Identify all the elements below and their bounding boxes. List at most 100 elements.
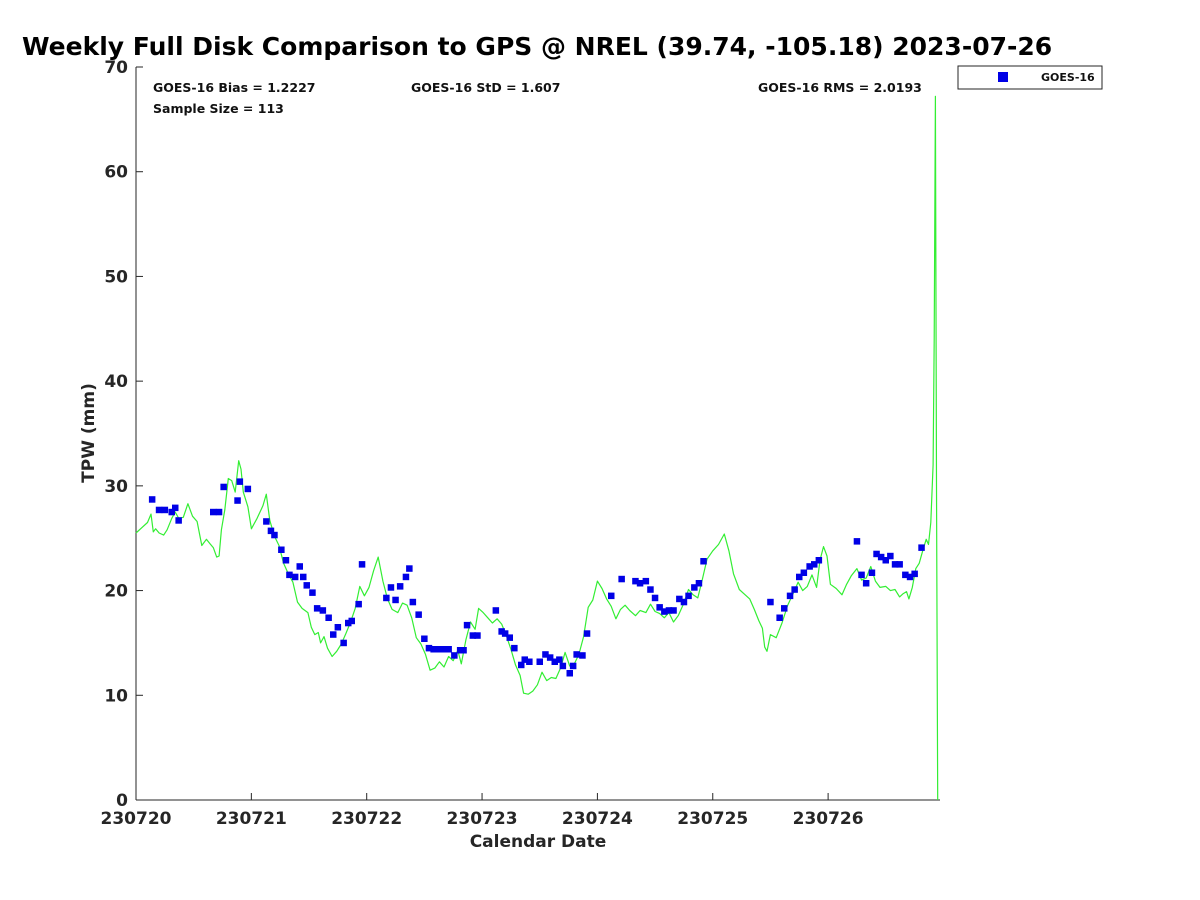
y-tick-label-7: 70	[104, 58, 128, 78]
goes16-point-21	[303, 582, 310, 589]
goes16-point-3	[168, 508, 175, 516]
gps-line-series	[135, 95, 939, 801]
goes16-point-65	[556, 656, 563, 663]
goes16-point-53	[492, 607, 500, 614]
x-tick-label-3: 230723	[447, 809, 518, 829]
goes16-point-9	[234, 497, 241, 504]
goes16-point-12	[263, 518, 270, 525]
y-tick-label-4: 40	[104, 372, 128, 392]
goes16-point-55	[501, 630, 509, 637]
goes16-point-5	[175, 517, 182, 524]
goes16-point-101	[862, 580, 870, 587]
goes16-point-79	[656, 604, 663, 611]
goes16-point-88	[700, 558, 707, 565]
goes16-point-18	[291, 573, 299, 581]
y-tick-label-1: 10	[104, 686, 128, 706]
goes16-point-28	[340, 639, 347, 647]
goes16-point-37	[402, 573, 410, 581]
goes16-point-89	[767, 598, 774, 606]
goes16-point-56	[506, 634, 513, 641]
goes16-point-35	[392, 596, 399, 604]
legend: GOES-16	[957, 65, 1103, 90]
x-tick-label-0: 230720	[101, 809, 172, 829]
x-tick-label-2: 230722	[331, 809, 402, 829]
goes16-point-60	[526, 658, 533, 665]
goes16-point-67	[566, 670, 573, 677]
goes16-point-14	[271, 531, 278, 539]
goes16-point-66	[559, 662, 567, 670]
goes16-point-13	[267, 527, 275, 535]
x-tick-label-6: 230726	[793, 809, 864, 829]
goes16-point-1	[155, 506, 163, 514]
goes16-point-108	[896, 561, 903, 568]
std-annotation: GOES-16 StD = 1.607	[411, 80, 560, 95]
goes16-point-78	[651, 594, 659, 602]
y-axis-title: TPW (mm)	[79, 383, 99, 483]
goes16-point-93	[791, 586, 798, 593]
goes16-point-83	[676, 595, 683, 603]
goes16-point-75	[636, 580, 644, 587]
legend-marker-icon	[998, 72, 1008, 82]
goes16-point-49	[460, 647, 467, 654]
goes16-point-90	[776, 614, 783, 621]
goes16-point-72	[608, 592, 615, 600]
bias-annotation: GOES-16 Bias = 1.2227	[153, 80, 315, 95]
y-tick-label-2: 20	[104, 582, 128, 602]
x-tick-label-1: 230721	[216, 809, 287, 829]
goes16-point-31	[355, 600, 362, 608]
y-axis-ticks: 0 10 20 30 40 50 60 70	[104, 58, 143, 811]
goes16-point-38	[406, 565, 413, 572]
goes16-point-41	[421, 635, 428, 642]
goes16-point-24	[319, 607, 327, 614]
goes16-point-87	[695, 580, 703, 587]
goes16-point-2	[161, 506, 169, 514]
goes16-point-64	[551, 658, 558, 665]
x-axis-ticks: 230720 230721 230722 230723 230724 230725 2307…	[101, 793, 864, 829]
goes16-point-19	[296, 563, 303, 570]
goes16-point-107	[891, 561, 899, 568]
goes16-point-62	[542, 651, 549, 658]
goes16-point-111	[911, 570, 918, 578]
goes16-point-104	[877, 553, 885, 561]
goes16-point-82	[670, 607, 677, 614]
goes16-point-109	[902, 571, 909, 579]
goes16-point-84	[680, 598, 688, 606]
goes16-point-45	[439, 646, 447, 653]
sample-size-annotation: Sample Size = 113	[153, 101, 284, 116]
goes16-point-63	[546, 654, 554, 661]
goes16-point-58	[518, 661, 525, 669]
goes16-point-47	[451, 652, 458, 659]
goes16-point-30	[348, 617, 355, 625]
goes16-point-99	[853, 538, 861, 545]
goes16-point-69	[573, 651, 580, 658]
goes16-point-52	[474, 632, 481, 639]
goes16-point-96	[806, 563, 813, 570]
y-tick-label-5: 50	[104, 267, 128, 287]
goes16-point-36	[396, 583, 404, 590]
gps-line	[135, 95, 939, 801]
goes16-point-46	[445, 646, 452, 653]
goes16-point-4	[172, 504, 179, 512]
goes16-point-25	[325, 614, 332, 621]
goes16-point-86	[691, 584, 698, 591]
goes16-point-100	[858, 571, 865, 579]
goes16-point-0	[148, 496, 156, 503]
goes16-point-68	[569, 662, 577, 670]
goes16-point-85	[685, 592, 692, 600]
goes16-point-32	[358, 561, 366, 568]
goes16-point-70	[579, 652, 586, 659]
goes16-point-81	[665, 607, 673, 614]
x-tick-label-5: 230725	[677, 809, 748, 829]
goes16-point-51	[469, 632, 477, 639]
goes16-point-15	[278, 546, 285, 553]
goes16-point-48	[456, 647, 464, 654]
goes16-point-102	[868, 569, 876, 576]
goes16-point-80	[661, 608, 668, 615]
legend-box	[957, 65, 1103, 90]
goes16-point-50	[463, 621, 471, 629]
goes16-point-43	[430, 646, 437, 653]
goes16-point-106	[887, 552, 894, 560]
goes16-point-10	[236, 478, 244, 485]
y-tick-label-0: 0	[116, 791, 128, 811]
